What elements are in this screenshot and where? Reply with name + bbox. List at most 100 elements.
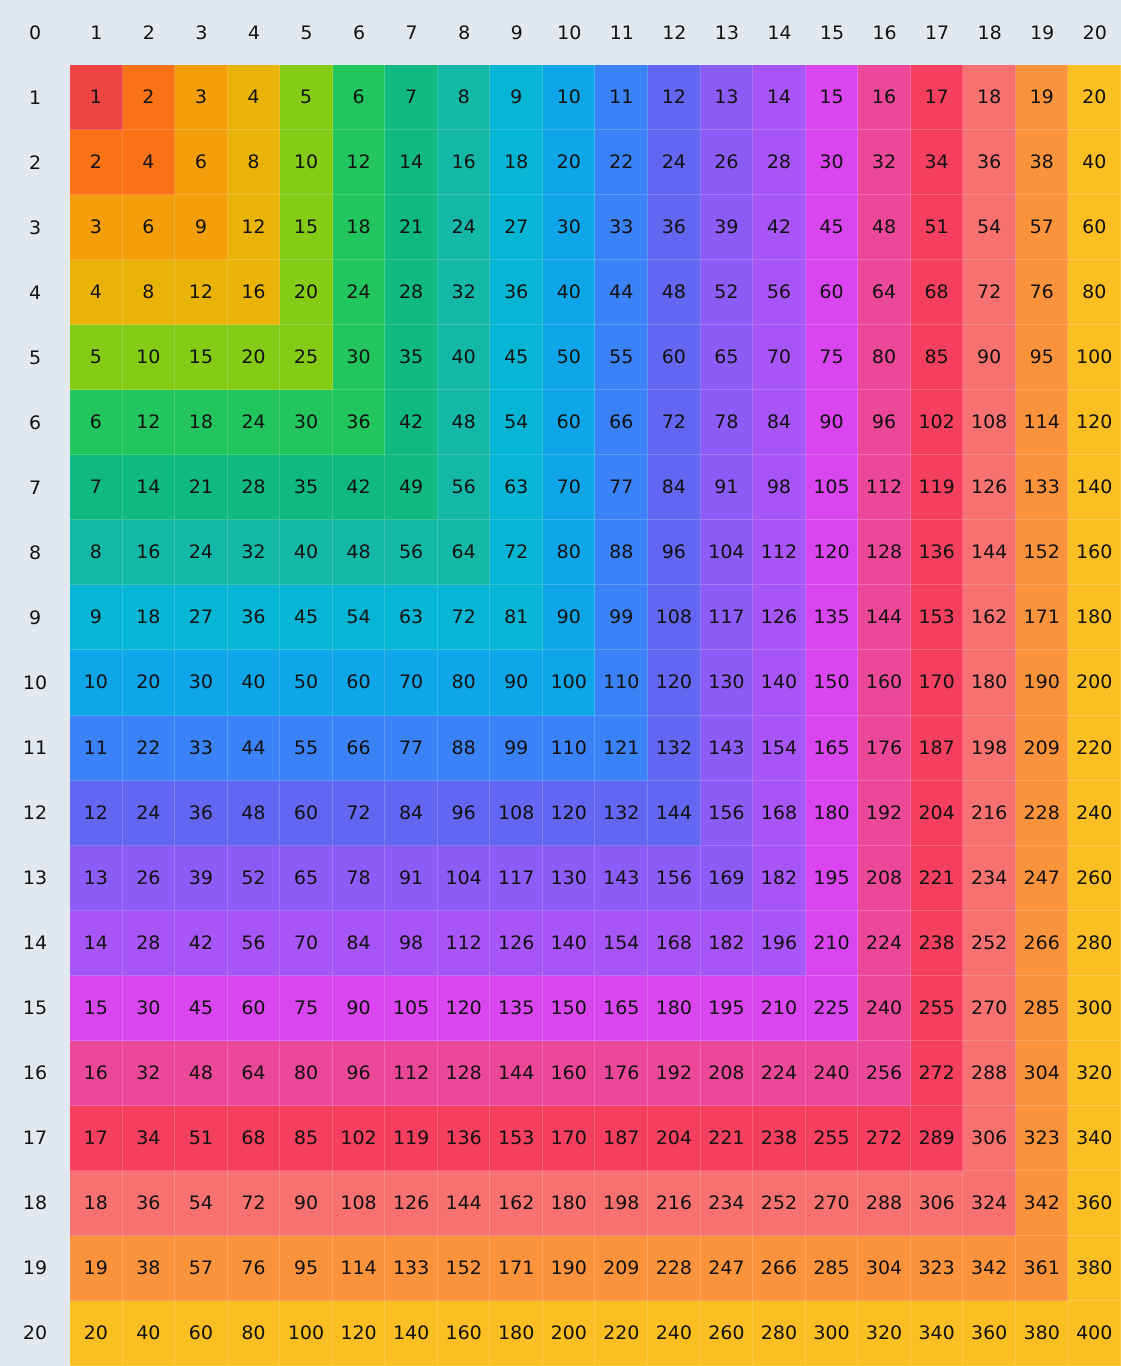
product-cell: 228 <box>648 1235 701 1301</box>
product-cell: 57 <box>1015 195 1069 261</box>
product-cell: 126 <box>753 585 806 651</box>
product-cell: 2 <box>122 65 176 131</box>
product-cell: 150 <box>805 650 859 716</box>
product-cell: 66 <box>595 390 649 456</box>
product-cell: 36 <box>122 1170 176 1236</box>
product-cell: 27 <box>175 585 228 651</box>
product-cell: 256 <box>858 1040 911 1106</box>
row-header: 17 <box>0 1105 70 1171</box>
column-header: 10 <box>542 0 596 65</box>
product-cell: 65 <box>700 325 754 391</box>
product-cell: 2 <box>70 130 123 196</box>
product-cell: 48 <box>175 1040 228 1106</box>
column-header: 14 <box>753 0 806 65</box>
product-cell: 240 <box>1068 780 1121 846</box>
product-cell: 209 <box>1015 715 1069 781</box>
product-cell: 68 <box>227 1105 281 1171</box>
product-cell: 198 <box>595 1170 649 1236</box>
product-cell: 10 <box>280 130 333 196</box>
product-cell: 380 <box>1015 1300 1069 1366</box>
product-cell: 8 <box>122 260 176 326</box>
product-cell: 70 <box>280 910 333 976</box>
product-cell: 40 <box>437 325 491 391</box>
product-cell: 140 <box>385 1300 438 1366</box>
product-cell: 285 <box>805 1235 859 1301</box>
product-cell: 270 <box>805 1170 859 1236</box>
product-cell: 44 <box>227 715 281 781</box>
product-cell: 102 <box>910 390 964 456</box>
row-header: 4 <box>0 260 70 326</box>
product-cell: 143 <box>595 845 649 911</box>
product-cell: 60 <box>280 780 333 846</box>
product-cell: 12 <box>122 390 176 456</box>
product-cell: 91 <box>385 845 438 911</box>
product-cell: 240 <box>805 1040 859 1106</box>
product-cell: 238 <box>753 1105 806 1171</box>
product-cell: 240 <box>648 1300 701 1366</box>
product-cell: 75 <box>805 325 859 391</box>
product-cell: 35 <box>280 455 333 521</box>
product-cell: 165 <box>595 975 649 1041</box>
product-cell: 11 <box>70 715 123 781</box>
product-cell: 234 <box>700 1170 754 1236</box>
product-cell: 136 <box>910 520 964 586</box>
product-cell: 104 <box>437 845 491 911</box>
product-cell: 380 <box>1068 1235 1121 1301</box>
product-cell: 130 <box>542 845 596 911</box>
product-cell: 40 <box>280 520 333 586</box>
product-cell: 12 <box>175 260 228 326</box>
product-cell: 180 <box>1068 585 1121 651</box>
product-cell: 182 <box>700 910 754 976</box>
column-header: 15 <box>805 0 859 65</box>
product-cell: 204 <box>910 780 964 846</box>
product-cell: 133 <box>1015 455 1069 521</box>
product-cell: 22 <box>595 130 649 196</box>
product-cell: 36 <box>490 260 543 326</box>
column-header: 19 <box>1015 0 1069 65</box>
product-cell: 240 <box>858 975 911 1041</box>
product-cell: 17 <box>70 1105 123 1171</box>
product-cell: 24 <box>332 260 386 326</box>
product-cell: 33 <box>595 195 649 261</box>
product-cell: 5 <box>70 325 123 391</box>
product-cell: 400 <box>1068 1300 1121 1366</box>
product-cell: 187 <box>595 1105 649 1171</box>
product-cell: 90 <box>490 650 543 716</box>
row-header: 16 <box>0 1040 70 1106</box>
product-cell: 33 <box>175 715 228 781</box>
product-cell: 76 <box>227 1235 281 1301</box>
product-cell: 88 <box>437 715 491 781</box>
product-cell: 135 <box>805 585 859 651</box>
product-cell: 54 <box>963 195 1016 261</box>
product-cell: 8 <box>70 520 123 586</box>
column-header: 13 <box>700 0 754 65</box>
column-header: 20 <box>1068 0 1121 65</box>
product-cell: 30 <box>805 130 859 196</box>
product-cell: 252 <box>753 1170 806 1236</box>
product-cell: 72 <box>227 1170 281 1236</box>
product-cell: 7 <box>70 455 123 521</box>
product-cell: 56 <box>753 260 806 326</box>
product-cell: 20 <box>1068 65 1121 131</box>
product-cell: 260 <box>1068 845 1121 911</box>
product-cell: 1 <box>70 65 123 131</box>
product-cell: 221 <box>910 845 964 911</box>
column-header: 7 <box>385 0 438 65</box>
row-header: 11 <box>0 715 70 781</box>
product-cell: 165 <box>805 715 859 781</box>
product-cell: 63 <box>490 455 543 521</box>
product-cell: 21 <box>175 455 228 521</box>
product-cell: 272 <box>858 1105 911 1171</box>
product-cell: 65 <box>280 845 333 911</box>
product-cell: 90 <box>332 975 386 1041</box>
product-cell: 20 <box>227 325 281 391</box>
product-cell: 45 <box>805 195 859 261</box>
product-cell: 52 <box>227 845 281 911</box>
product-cell: 64 <box>437 520 491 586</box>
product-cell: 280 <box>753 1300 806 1366</box>
product-cell: 180 <box>805 780 859 846</box>
product-cell: 60 <box>805 260 859 326</box>
product-cell: 45 <box>280 585 333 651</box>
product-cell: 48 <box>437 390 491 456</box>
product-cell: 108 <box>963 390 1016 456</box>
